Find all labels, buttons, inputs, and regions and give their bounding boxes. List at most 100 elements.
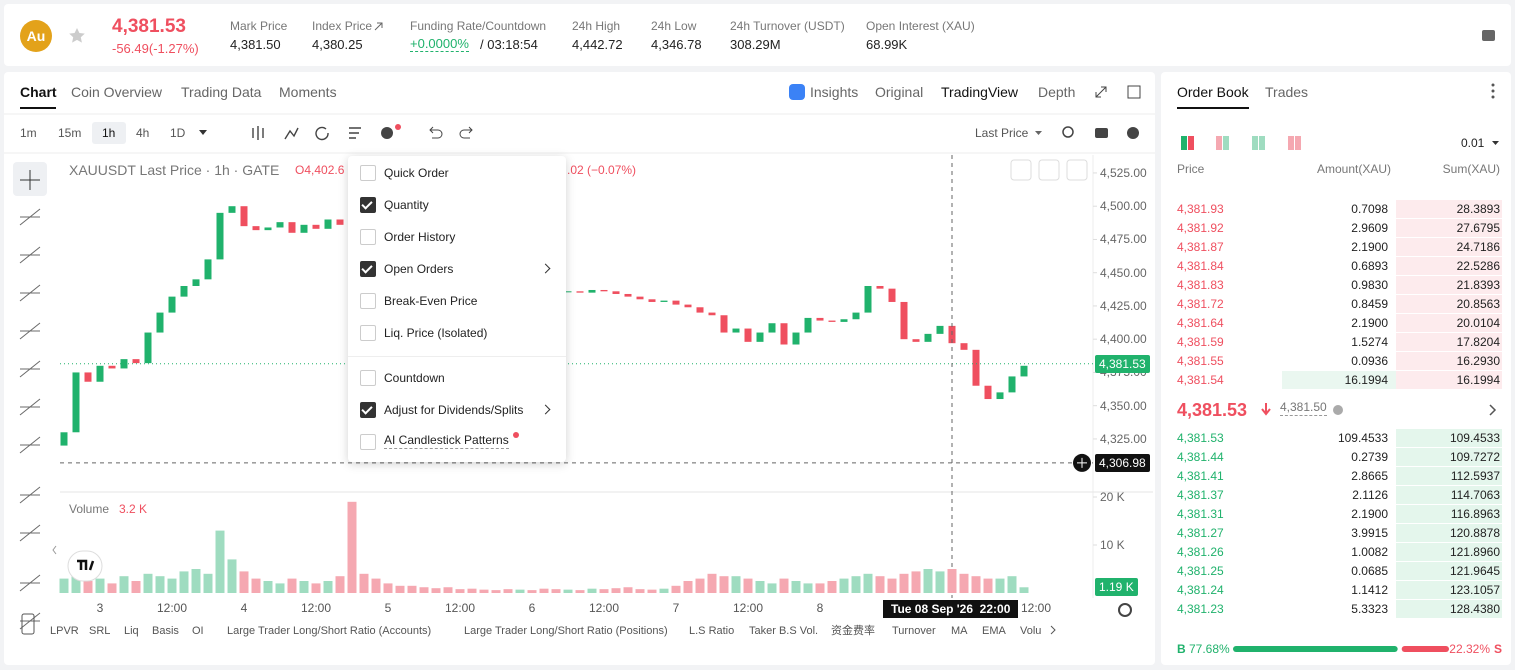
layout-icon[interactable]	[1181, 136, 1187, 150]
interval[interactable]: 4h	[136, 126, 150, 140]
indicator-icon[interactable]	[381, 127, 393, 139]
indicator[interactable]: EMA	[982, 625, 1006, 637]
indicator[interactable]: Liq	[124, 625, 139, 637]
stat-value: +0.0000%	[410, 36, 469, 52]
more-dot[interactable]	[1491, 83, 1495, 87]
depth-bar	[1396, 562, 1502, 580]
chart-button[interactable]	[1010, 159, 1032, 181]
view-tab[interactable]: Original	[875, 84, 924, 100]
draw-tool[interactable]	[19, 612, 41, 630]
x-tick-label: 12:00	[444, 601, 476, 615]
chevron[interactable]	[1489, 404, 1497, 416]
layout-icon[interactable]	[1188, 136, 1194, 150]
draw-tool[interactable]	[19, 486, 41, 504]
checkbox[interactable]	[360, 434, 376, 450]
search-icon[interactable]	[1062, 126, 1074, 138]
indicator[interactable]: Large Trader Long/Short Ratio (Positions…	[464, 625, 668, 637]
indicator[interactable]: OI	[192, 625, 204, 637]
interval[interactable]: 1D	[170, 126, 186, 140]
draw-tool[interactable]	[19, 398, 41, 416]
indicator[interactable]: Taker B.S Vol.	[749, 625, 819, 637]
candle	[192, 279, 200, 286]
orderbook-tab[interactable]: Order Book	[1177, 84, 1249, 100]
view-tab[interactable]: Depth	[1038, 84, 1076, 100]
tool-icon[interactable]	[252, 126, 264, 140]
orderbook-tab[interactable]: Trades	[1265, 84, 1309, 100]
checkbox[interactable]	[360, 325, 376, 341]
indicator[interactable]: Basis	[152, 625, 179, 637]
chart-button[interactable]	[1066, 159, 1088, 181]
precision[interactable]: 0.01	[1461, 136, 1485, 150]
draw-tool[interactable]	[19, 574, 41, 592]
checkbox[interactable]	[360, 370, 376, 386]
interval[interactable]: 15m	[58, 126, 82, 140]
checkbox[interactable]	[360, 261, 376, 277]
menu-item[interactable]: Open Orders	[384, 262, 454, 276]
more-dot[interactable]	[1491, 89, 1495, 93]
draw-tool[interactable]	[19, 246, 41, 264]
indicator[interactable]: Large Trader Long/Short Ratio (Accounts)	[227, 625, 432, 637]
view-tab[interactable]: Insights	[810, 84, 859, 100]
menu-item[interactable]: Adjust for Dividends/Splits	[384, 403, 524, 417]
expand-icon[interactable]	[1095, 86, 1107, 98]
menu-item[interactable]: Order History	[384, 230, 456, 244]
layout-icon[interactable]	[1259, 136, 1265, 150]
view-tab[interactable]: TradingView	[941, 84, 1019, 100]
chart-tab[interactable]: Chart	[20, 84, 57, 100]
draw-tool[interactable]	[19, 524, 41, 542]
indicator[interactable]: L.S Ratio	[689, 625, 735, 637]
layout-icon[interactable]	[1288, 136, 1294, 150]
menu-item[interactable]: Break-Even Price	[384, 294, 478, 308]
layout-icon[interactable]	[1295, 136, 1301, 150]
checkbox[interactable]	[360, 197, 376, 213]
header-icon[interactable]	[1482, 30, 1495, 41]
interval[interactable]: 1m	[20, 126, 37, 140]
tool-icon[interactable]	[349, 127, 361, 139]
indicator[interactable]: Turnover	[892, 625, 936, 637]
menu-item[interactable]: AI Candlestick Patterns	[384, 433, 509, 449]
layout-icon[interactable]	[1216, 136, 1222, 150]
more-dot[interactable]	[1491, 95, 1495, 99]
tool-icon[interactable]	[284, 127, 299, 140]
indicator[interactable]: SRL	[89, 625, 111, 637]
menu-item[interactable]: Quantity	[384, 198, 429, 212]
chart-button[interactable]	[1038, 159, 1060, 181]
chart-tab[interactable]: Trading Data	[181, 84, 262, 100]
draw-tool[interactable]	[19, 360, 41, 378]
draw-tool[interactable]	[19, 208, 41, 226]
indicator[interactable]: LPVR	[50, 625, 79, 637]
volume-bar	[599, 589, 609, 593]
depth-bar	[1396, 524, 1502, 542]
tool-icon[interactable]	[315, 126, 329, 141]
menu-item[interactable]: Countdown	[384, 371, 445, 385]
redo-icon[interactable]	[459, 126, 473, 139]
checkbox[interactable]	[360, 293, 376, 309]
indicator[interactable]: MA	[951, 625, 968, 637]
price-source[interactable]: Last Price	[975, 126, 1029, 140]
menu-item[interactable]: Quick Order	[384, 166, 449, 180]
collapse-arrow[interactable]	[52, 545, 57, 555]
interval[interactable]: 1h	[102, 126, 116, 140]
draw-tool[interactable]	[19, 436, 41, 454]
checkbox[interactable]	[360, 165, 376, 181]
draw-tool[interactable]	[19, 284, 41, 302]
volume-bar	[491, 590, 501, 593]
indicator[interactable]: 资金费率	[831, 625, 875, 637]
camera-icon[interactable]	[1095, 128, 1108, 138]
window-icon[interactable]	[1127, 85, 1141, 99]
chart-tab[interactable]: Moments	[279, 84, 337, 100]
settings-icon[interactable]	[1127, 127, 1139, 139]
checkbox[interactable]	[360, 229, 376, 245]
indicator[interactable]: Volu	[1020, 625, 1042, 637]
checkbox[interactable]	[360, 402, 376, 418]
layout-icon[interactable]	[1223, 136, 1229, 150]
undo-icon[interactable]	[429, 126, 443, 139]
axis-settings[interactable]	[1118, 603, 1132, 617]
more-arrow[interactable]	[1050, 625, 1056, 635]
draw-tool[interactable]	[19, 322, 41, 340]
crosshair-tool[interactable]	[20, 170, 40, 190]
layout-icon[interactable]	[1252, 136, 1258, 150]
star-icon[interactable]	[69, 28, 85, 43]
menu-item[interactable]: Liq. Price (Isolated)	[384, 326, 488, 340]
chart-tab[interactable]: Coin Overview	[71, 84, 163, 100]
